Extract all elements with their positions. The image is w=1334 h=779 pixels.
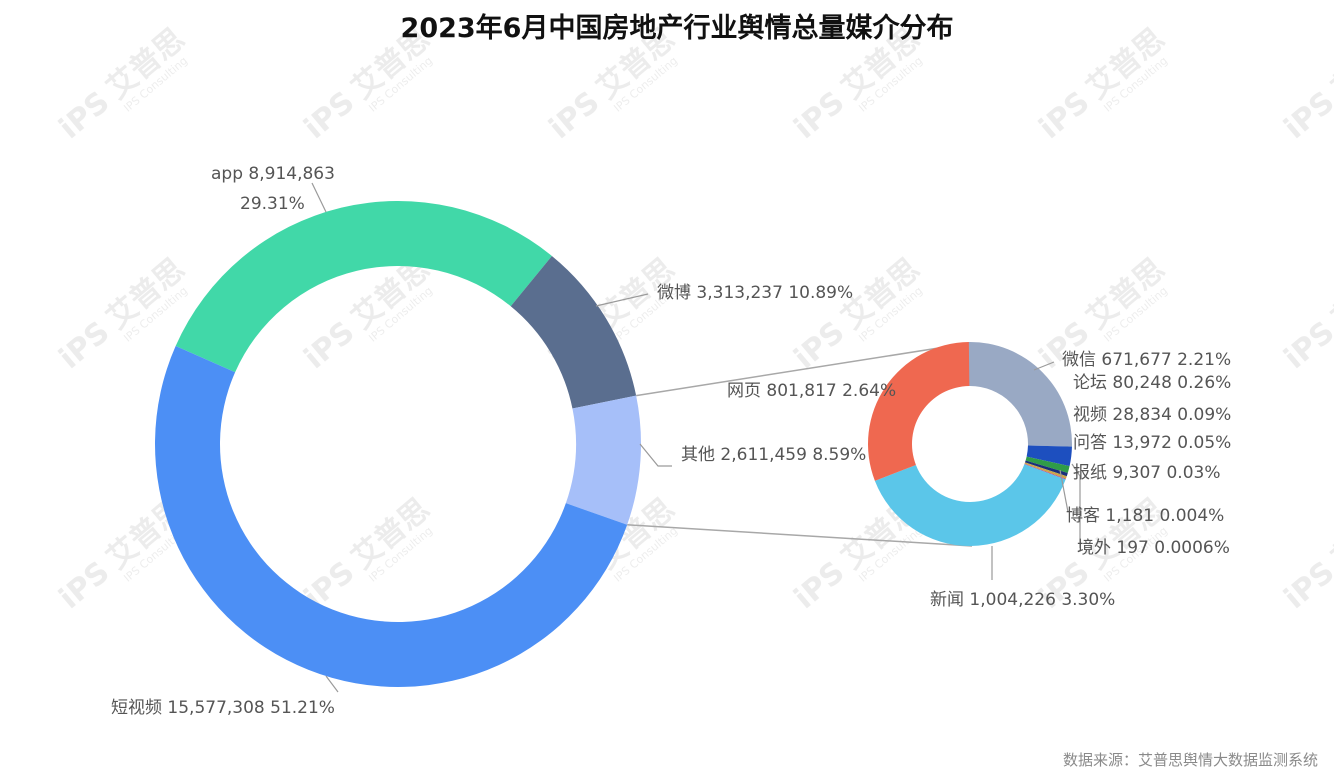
- watermark-logo: iPS: [1033, 85, 1097, 146]
- leader-short-video: [325, 675, 339, 693]
- watermark-logo: iPS: [298, 85, 362, 146]
- watermark-logo: iPS: [788, 85, 852, 146]
- main-slice-2: [565, 395, 641, 525]
- label-short-video: 短视频 15,577,308 51.21%: [111, 698, 335, 718]
- chart-title: 2023年6月中国房地产行业舆情总量媒介分布: [401, 12, 954, 44]
- label-video: 视频 28,834 0.09%: [1073, 405, 1231, 425]
- main-slice-1: [510, 255, 637, 409]
- secondary-slice-0: [967, 342, 1072, 447]
- watermark-logo: iPS: [53, 85, 117, 146]
- label-other: 其他 2,611,459 8.59%: [681, 445, 866, 465]
- watermark-logo: iPS: [543, 85, 607, 146]
- secondary-slice-2: [1025, 456, 1070, 473]
- leader-small-slices: [1071, 463, 1081, 548]
- label-news: 新闻 1,004,226 3.30%: [930, 590, 1115, 610]
- leader-other: [639, 443, 672, 467]
- watermark-logo: iPS: [788, 555, 852, 616]
- leader-blog: [1059, 469, 1069, 513]
- label-webpage: 网页 801,817 2.64%: [727, 381, 896, 401]
- secondary-slice-6: [1024, 463, 1066, 480]
- source-note: 数据来源：艾普思舆情大数据监测系统: [1063, 751, 1318, 769]
- label-weibo: 微博 3,313,237 10.89%: [657, 283, 853, 303]
- connector-top: [636, 343, 965, 397]
- connector-bottom: [627, 524, 973, 547]
- leader-app: [311, 182, 327, 213]
- label-blog: 博客 1,181 0.004%: [1066, 506, 1224, 526]
- label-qa: 问答 13,972 0.05%: [1073, 433, 1231, 453]
- secondary-slice-5: [1024, 463, 1067, 479]
- secondary-slice-7: [874, 464, 1066, 547]
- watermark-logo: iPS: [53, 555, 117, 616]
- watermark-cn: 艾普思: [1325, 252, 1334, 337]
- data-labels: app 8,914,863 29.31% 微博 3,313,237 10.89% 其他…: [111, 164, 1231, 718]
- secondary-slice-8: [868, 342, 970, 481]
- leader-lines: [311, 182, 1081, 693]
- watermark-logo: iPS: [1278, 315, 1334, 376]
- watermark-logo: iPS: [1278, 555, 1334, 616]
- leader-weibo: [595, 293, 649, 307]
- label-wechat: 微信 671,677 2.21%: [1062, 350, 1231, 370]
- main-donut: [154, 200, 641, 688]
- label-overseas: 境外 197 0.0006%: [1077, 538, 1230, 558]
- label-app: app 8,914,863: [211, 164, 335, 184]
- label-app-percent: 29.31%: [240, 194, 305, 214]
- label-forum: 论坛 80,248 0.26%: [1073, 373, 1231, 393]
- watermark-cn: 艾普思: [1325, 22, 1334, 107]
- main-slice-3: [154, 345, 628, 688]
- secondary-slice-1: [1026, 445, 1072, 467]
- watermark-cn: 艾普思: [1325, 492, 1334, 577]
- main-slice-0: [175, 200, 552, 373]
- label-newspaper: 报纸 9,307 0.03%: [1073, 463, 1220, 483]
- secondary-donut: [868, 342, 1072, 547]
- leader-wechat: [1033, 361, 1055, 371]
- secondary-slice-4: [1024, 462, 1067, 479]
- connector-lines: [627, 343, 973, 547]
- secondary-slice-3: [1025, 460, 1068, 477]
- watermark-logo: iPS: [53, 315, 117, 376]
- watermark-logo: iPS: [298, 315, 362, 376]
- watermark-logo: iPS: [1278, 85, 1334, 146]
